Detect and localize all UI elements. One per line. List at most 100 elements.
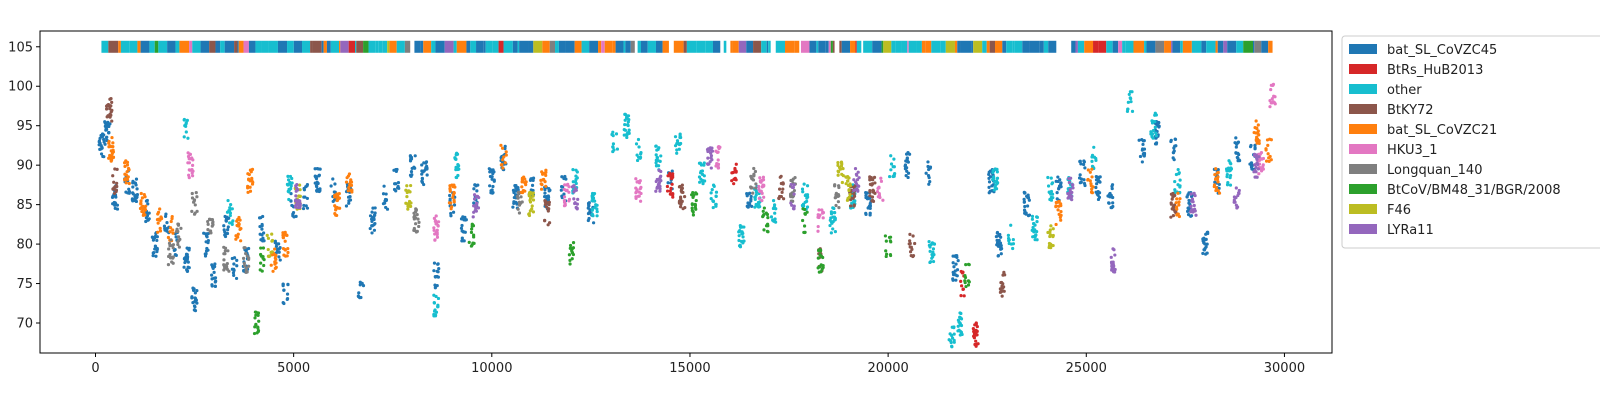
strip-segment [1227,40,1237,53]
data-point [424,160,429,164]
data-point [1214,186,1219,190]
strip-segment [363,40,369,53]
data-point [1256,129,1260,133]
data-point [669,186,673,190]
strip-segment [435,40,445,53]
data-point [690,202,694,206]
data-point [105,135,109,139]
y-tick-label: 70 [16,317,33,332]
data-point [690,206,694,210]
data-point [879,176,883,180]
data-point [530,183,535,187]
data-point [1051,227,1055,231]
strip-segment [637,40,641,53]
data-point [701,181,705,186]
data-point [805,196,809,200]
data-point [329,184,333,188]
strip-segment [1122,40,1126,53]
data-point [678,132,682,136]
data-point [487,167,491,171]
data-point [1204,252,1208,256]
data-point [566,182,570,186]
strip-segment [766,40,769,53]
strip-segment [1155,40,1165,53]
data-point [1203,238,1207,242]
data-point [488,184,492,188]
data-point [287,197,291,202]
strip-segment [809,40,817,53]
data-point [996,181,1000,185]
data-point [1090,167,1094,171]
data-point [1176,191,1180,195]
data-point [451,210,456,214]
strip-segment [420,40,424,53]
strip-segment [841,40,851,53]
data-point [884,249,888,253]
data-point [676,141,680,145]
data-point [750,186,754,190]
data-point [113,185,117,189]
data-point [1177,214,1182,219]
data-point [702,163,706,167]
data-point [529,177,533,181]
data-point [1141,142,1145,147]
data-point [184,130,188,134]
strip-segment [883,40,892,53]
data-point [658,187,662,191]
data-point [1234,145,1238,149]
strip-segment [662,40,669,53]
strip-segment [954,40,958,53]
data-point [1216,189,1220,193]
data-point [141,204,145,208]
data-point [177,239,181,243]
data-point [210,283,214,287]
data-point [751,178,756,182]
data-point [282,288,286,292]
data-point [1255,137,1260,141]
data-point [574,177,578,182]
data-point [840,180,844,185]
strip-segment [794,40,800,53]
data-point [260,269,264,273]
data-point [105,107,109,111]
data-point [544,184,548,188]
data-point [1205,230,1209,235]
data-point [1129,96,1133,101]
data-point [155,247,159,252]
data-point [994,187,999,191]
data-point [714,194,718,198]
data-point [654,153,658,157]
data-point [737,238,741,243]
data-point [958,311,962,315]
data-point [193,305,197,309]
data-point [623,112,627,116]
data-point [819,270,823,274]
legend-label: other [1387,83,1422,98]
data-point [170,243,174,248]
data-point [470,227,474,231]
data-point [789,178,793,183]
data-point [772,205,776,209]
data-point [1178,197,1182,201]
strip-segment [973,40,983,53]
data-point [913,241,917,246]
data-point [331,177,335,181]
data-point [372,228,377,232]
data-point [186,255,190,259]
data-point [873,191,877,195]
data-point [108,97,112,101]
data-point [222,264,227,268]
legend-label: BtCoV/BM48_31/BGR/2008 [1387,183,1561,198]
data-point [358,295,362,300]
data-point [381,192,386,196]
data-point [146,202,150,206]
data-point [906,160,910,164]
data-point [754,182,758,186]
data-point [1214,167,1218,171]
data-point [1259,169,1264,173]
strip-segment [604,40,613,53]
data-point [408,154,412,158]
data-point [698,161,703,165]
strip-segment [960,40,970,53]
data-point [590,199,594,203]
